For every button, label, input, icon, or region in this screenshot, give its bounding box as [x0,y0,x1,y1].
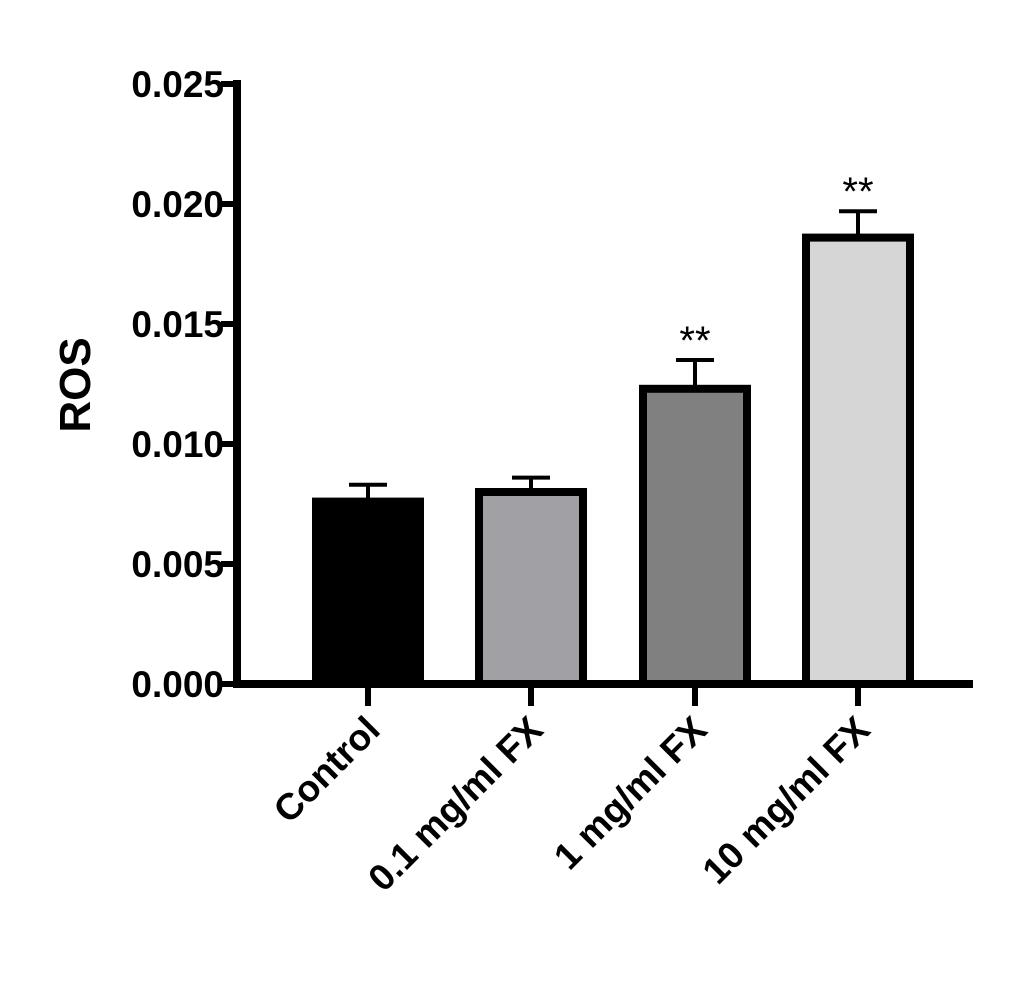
bar [639,384,751,688]
bar [802,233,914,688]
x-tick-label: 0.1 mg/ml FX [360,708,551,899]
bar [475,488,587,688]
bar [312,497,424,688]
y-tick-label: 0.020 [131,184,224,225]
significance-label: ** [842,170,873,214]
y-axis-label: ROS [51,337,100,432]
y-tick-label: 0.010 [131,424,224,465]
y-tick-label: 0.015 [131,304,224,345]
y-tick-label: 0.000 [131,664,224,705]
y-tick-label: 0.005 [131,544,224,585]
x-tick-label: 10 mg/ml FX [695,708,878,891]
x-tick-label: Control [266,709,388,831]
y-tick-label: 0.025 [131,64,224,105]
significance-label: ** [679,319,710,363]
x-tick-label: 1 mg/ml FX [546,708,715,877]
